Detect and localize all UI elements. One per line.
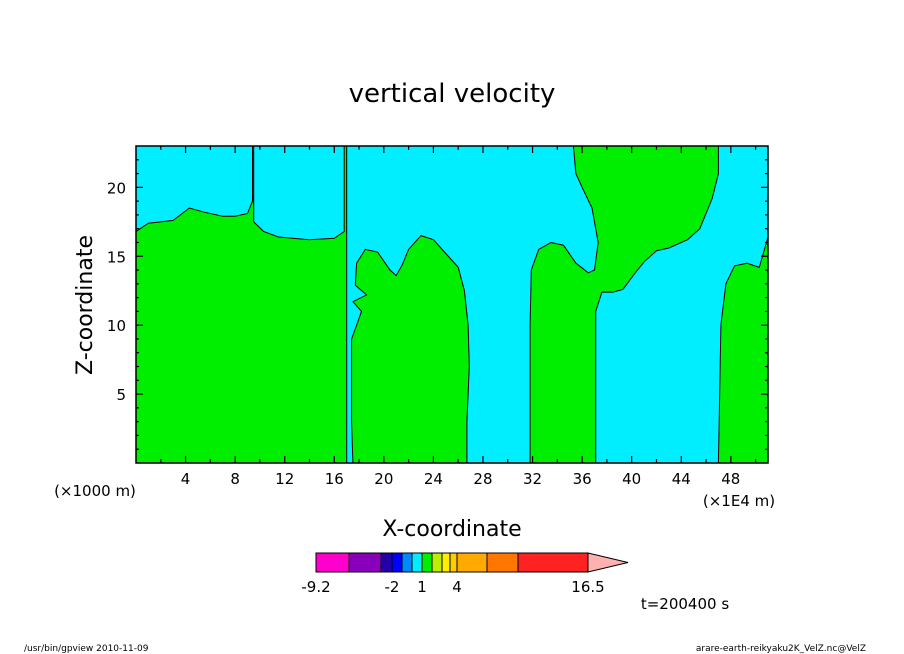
chart-title: vertical velocity [349,79,556,109]
colorbar-segment [391,552,403,573]
plot-frame [135,145,769,464]
green-region-2 [351,235,470,464]
x-tick-label: 20 [374,470,393,488]
colorbar-segment [486,552,519,573]
y-axis-label: Z-coordinate [73,235,98,375]
x-tick-label: 40 [622,470,641,488]
x-tick-label: 28 [473,470,492,488]
y-tick-label: 15 [107,248,126,266]
x-tick-label: 48 [721,470,740,488]
x-tick-label: 8 [230,470,240,488]
x-tick-label: 4 [181,470,191,488]
x-tick-label: 24 [424,470,443,488]
colorbar-extend-triangle [587,552,629,573]
y-tick-label: 10 [107,317,126,335]
colorbar-segment [315,552,350,573]
x-tick-label: 36 [573,470,592,488]
colorbar-segment [449,552,458,573]
colorbar-label: -2 [385,578,400,596]
colorbar-segment [441,552,451,573]
y-tick-label: 20 [107,179,126,197]
y-tick-label: 5 [116,386,126,404]
colorbar-segment [401,552,413,573]
colorbar-segment [348,552,382,573]
colorbar-segment [411,552,423,573]
colorbar-label: 1 [417,578,427,596]
footer-right: arare-earth-reikyaku2K_VelZ.nc@VelZ [696,644,866,654]
footer-left: /usr/bin/gpview 2010-11-09 [24,644,149,654]
colorbar-segment [431,552,443,573]
colorbar-segment [456,552,488,573]
colorbar-label: 16.5 [571,578,604,596]
colorbar-segment [380,552,393,573]
x-axis-ticks: 4 8 12 16 20 24 28 32 36 40 44 48 [160,146,757,488]
colorbar-segment [421,552,433,573]
colorbar-label: 4 [452,578,462,596]
colorbar [315,552,629,573]
colorbar-label: -9.2 [301,578,330,596]
x-tick-label: 12 [275,470,294,488]
time-label: t=200400 s [641,595,729,613]
x-unit-left: (×1000 m) [54,482,136,500]
x-tick-label: 32 [523,470,542,488]
x-axis-label: X-coordinate [382,517,521,542]
x-tick-label: 16 [325,470,344,488]
x-tick-label: 44 [672,470,691,488]
colorbar-labels: -9.2 -2 1 4 16.5 [301,578,604,596]
colorbar-segment [517,552,589,573]
y-axis-ticks: 5 10 15 20 [107,159,768,450]
contour-regions [135,145,769,464]
x-unit-right: (×1E4 m) [703,492,775,510]
